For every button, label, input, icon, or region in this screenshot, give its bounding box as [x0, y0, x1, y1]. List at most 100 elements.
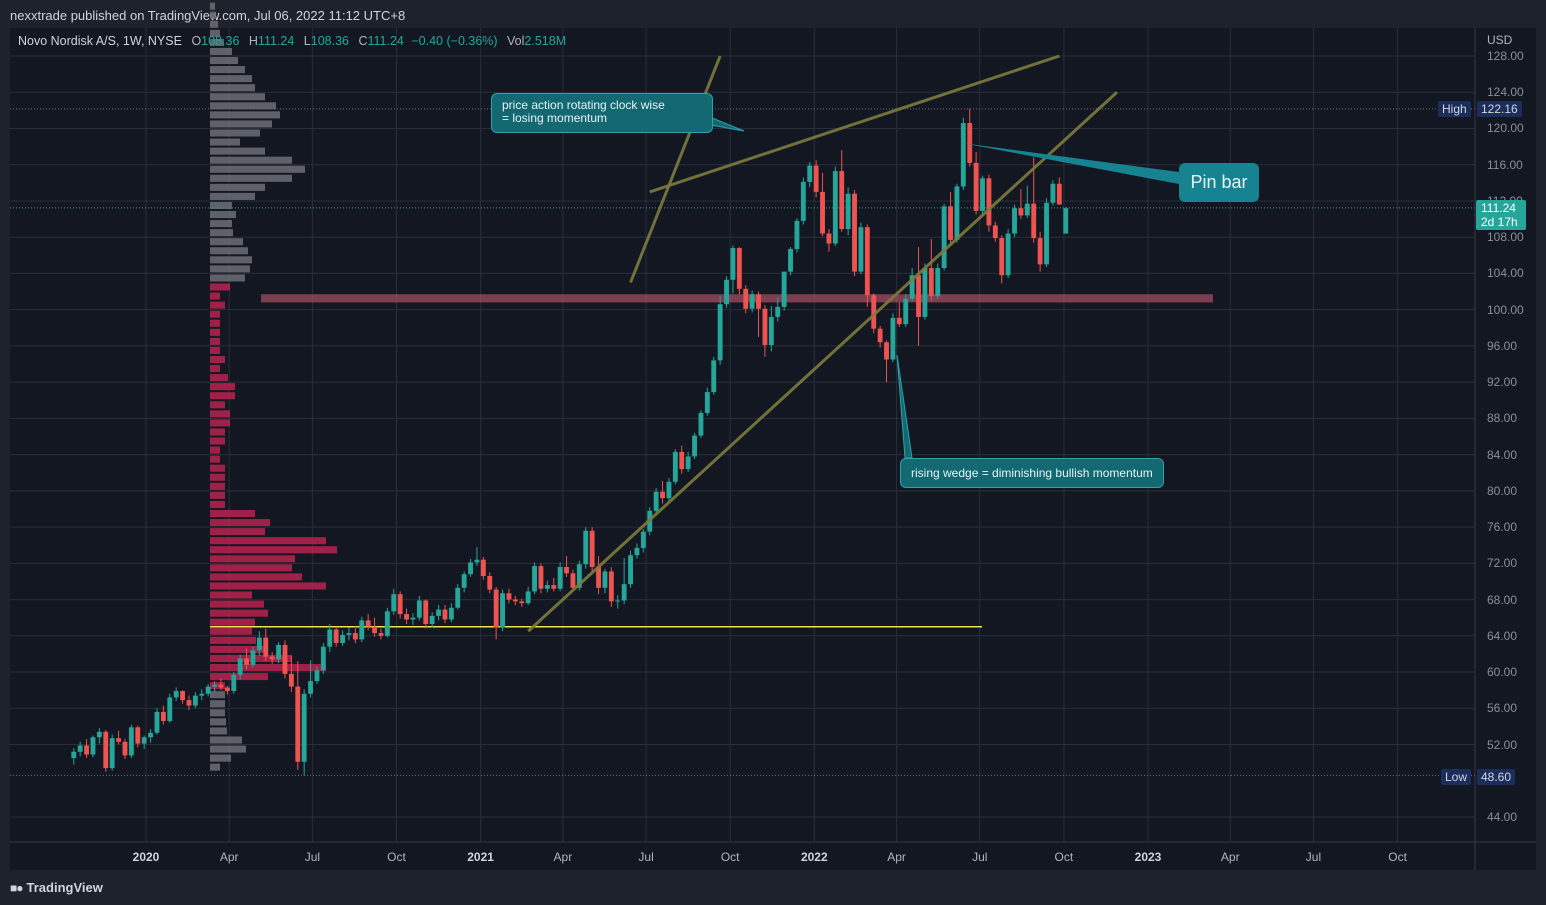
note-clockwise-rotation[interactable]: price action rotating clock wise = losin…: [491, 93, 713, 133]
volume-profile-bar: [210, 564, 292, 572]
volume-profile-bar: [210, 700, 225, 708]
volume-profile-bar: [210, 392, 235, 400]
candle-body: [704, 392, 710, 413]
last-price-tag: 111.24 2d 17h: [1476, 200, 1526, 230]
candle-body: [724, 279, 729, 305]
volume-profile-bar: [210, 256, 252, 264]
price-axis-label: 88.00: [1487, 411, 1518, 426]
time-axis-label: Oct: [387, 850, 406, 864]
candle-body: [820, 191, 825, 234]
price-axis-label: 120.00: [1487, 121, 1524, 136]
volume-profile-bar: [210, 573, 302, 581]
candle-body: [148, 732, 154, 738]
candle-body: [276, 644, 281, 660]
bar-countdown: 2d 17h: [1481, 215, 1518, 229]
volume-profile-bar: [210, 618, 255, 626]
candle-body: [608, 571, 614, 602]
note-pin-bar[interactable]: Pin bar: [1179, 163, 1259, 202]
volume-profile-bar: [210, 464, 225, 472]
price-axis-label: 104.00: [1487, 266, 1524, 281]
candle-body: [205, 686, 211, 694]
price-axis-label: 56.00: [1487, 701, 1518, 716]
volume-profile-bar: [210, 147, 265, 155]
tradingview-logo[interactable]: ■● TradingView: [10, 880, 103, 895]
candle-body: [327, 629, 333, 647]
candle-body: [877, 328, 883, 343]
candle-body: [743, 288, 749, 309]
candle-body: [634, 547, 640, 556]
candle-body: [564, 566, 569, 574]
price-axis-label: 96.00: [1487, 338, 1518, 353]
volume-profile-bar: [210, 718, 226, 726]
candle-body: [90, 737, 96, 755]
candle-body: [640, 531, 646, 548]
candle-body: [480, 559, 486, 577]
candle-body: [103, 731, 109, 769]
candle-body: [928, 267, 934, 297]
currency-label: USD: [1487, 33, 1513, 47]
volume-profile-bar: [210, 346, 220, 354]
candle-body: [826, 233, 832, 244]
volume-profile-bar: [210, 165, 305, 173]
candle-body: [96, 731, 102, 738]
high-tag-label: High: [1438, 101, 1471, 117]
legend-open-label: O: [191, 34, 202, 48]
candle-body: [589, 530, 595, 567]
legend-high-value: 111.24: [257, 34, 295, 48]
candle-body: [615, 600, 621, 602]
volume-profile-bar: [210, 220, 232, 228]
candle-body: [730, 248, 736, 280]
time-axis-label: Apr: [887, 850, 906, 864]
candle-body: [551, 585, 557, 589]
volume-profile-bar: [210, 491, 225, 499]
footer-bar: [0, 872, 1546, 905]
candle-body: [935, 267, 941, 297]
candle-body: [180, 691, 186, 701]
volume-profile-bar: [210, 600, 264, 608]
candle-body: [909, 275, 915, 299]
candle-body: [864, 227, 870, 296]
candle-body: [154, 711, 160, 733]
candle-body: [967, 123, 973, 163]
volume-profile-bar: [210, 754, 231, 762]
candle-body: [218, 684, 224, 688]
candle-body: [340, 634, 345, 644]
candle-body: [128, 727, 134, 756]
candle-body: [506, 593, 512, 600]
price-axis-background[interactable]: [1475, 28, 1536, 870]
volume-profile-bar: [210, 310, 220, 318]
candle-body: [1050, 183, 1056, 203]
candle-body: [679, 451, 685, 470]
candle-body: [333, 629, 339, 644]
time-axis-label: Oct: [1388, 850, 1407, 864]
candle-body: [314, 670, 320, 682]
candle-body: [749, 294, 755, 309]
clockwise-line: [649, 54, 1060, 194]
candle-body: [352, 633, 358, 640]
candle-body: [525, 591, 531, 604]
candle-body: [436, 609, 441, 616]
candle-body: [685, 456, 691, 470]
candle-body: [999, 238, 1005, 276]
candle-body: [858, 227, 864, 272]
candle-body: [192, 695, 198, 706]
price-axis-label: 60.00: [1487, 665, 1518, 680]
candle-body: [660, 491, 665, 499]
candle-body: [1056, 183, 1062, 205]
candle-body: [621, 584, 627, 601]
volume-profile-bar: [210, 93, 265, 101]
volume-profile-bar: [210, 156, 292, 164]
volume-profile-bar: [210, 138, 240, 146]
candle-body: [167, 697, 173, 721]
volume-profile-bar: [210, 111, 280, 119]
publish-info: nexxtrade published on TradingView.com, …: [10, 8, 406, 23]
legend-high-label: H: [248, 34, 258, 48]
low-tag-value: 48.60: [1477, 769, 1516, 785]
legend-close-label: C: [358, 34, 368, 48]
candle-body: [320, 646, 326, 671]
note-rising-wedge[interactable]: rising wedge = diminishing bullish momen…: [900, 458, 1164, 488]
time-axis-background[interactable]: [10, 842, 1475, 870]
candle-body: [960, 123, 966, 187]
volume-profile-bar: [210, 627, 252, 635]
